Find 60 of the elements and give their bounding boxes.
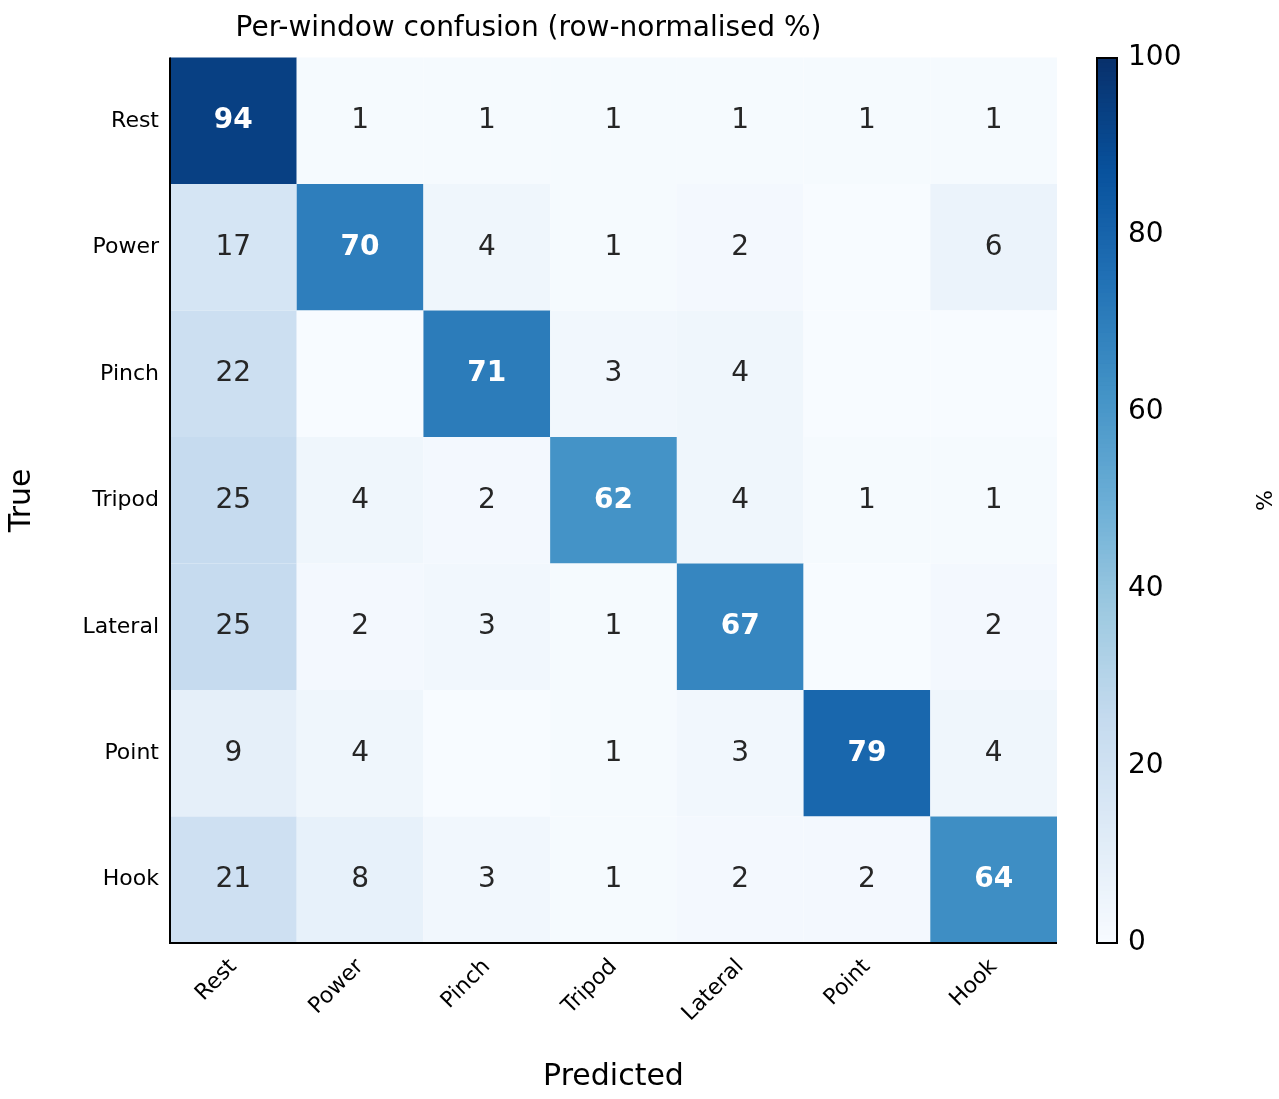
data-label: 1 bbox=[604, 228, 623, 262]
data-label: 1 bbox=[984, 102, 1003, 136]
data-label: 3 bbox=[604, 355, 623, 389]
color-bar-label: 80 bbox=[1128, 216, 1164, 250]
color-bar-label: 0 bbox=[1128, 924, 1146, 958]
color-bar-label: 20 bbox=[1128, 747, 1164, 781]
color-bar-label: 40 bbox=[1128, 570, 1164, 604]
chart-title: Per-window confusion (row-normalised %) bbox=[235, 10, 822, 44]
data-label: 4 bbox=[351, 481, 369, 515]
data-label: 25 bbox=[215, 608, 252, 642]
data-label: 64 bbox=[974, 861, 1014, 895]
data-label: 1 bbox=[477, 102, 496, 136]
data-label: 2 bbox=[858, 861, 876, 895]
data-label: 8 bbox=[351, 861, 369, 895]
data-label: 9 bbox=[224, 734, 243, 768]
data-label: 1 bbox=[858, 102, 876, 136]
y-tick-label: Hook bbox=[102, 865, 160, 891]
x-axis-title: Predicted bbox=[543, 1056, 684, 1092]
data-label: 1 bbox=[604, 861, 623, 895]
data-label: 6 bbox=[984, 228, 1003, 262]
color-bar-label: 60 bbox=[1128, 393, 1164, 427]
y-axis-title: True bbox=[1, 468, 37, 534]
color-bar-label: 100 bbox=[1128, 39, 1182, 73]
data-label: 1 bbox=[731, 102, 750, 136]
data-label: 2 bbox=[731, 228, 750, 262]
data-label: 2 bbox=[477, 481, 496, 515]
data-label: 2 bbox=[351, 608, 369, 642]
data-label: 22 bbox=[215, 355, 252, 389]
data-label: 67 bbox=[720, 608, 760, 642]
y-tick-label: Point bbox=[104, 738, 160, 764]
data-label: 1 bbox=[604, 608, 623, 642]
y-tick-label: Rest bbox=[111, 106, 160, 132]
data-label: 1 bbox=[984, 481, 1003, 515]
data-label: 1 bbox=[858, 481, 876, 515]
data-label: 3 bbox=[731, 734, 750, 768]
data-label: 94 bbox=[213, 102, 253, 136]
color-bar-title: % bbox=[1251, 490, 1277, 511]
data-label: 62 bbox=[594, 481, 633, 515]
y-tick-label: Pinch bbox=[100, 359, 159, 385]
data-label: 70 bbox=[340, 228, 380, 262]
data-label: 17 bbox=[215, 228, 252, 262]
data-label: 1 bbox=[351, 102, 369, 136]
data-label: 1 bbox=[604, 102, 623, 136]
y-tick-label: Tripod bbox=[91, 486, 159, 512]
data-label: 3 bbox=[477, 861, 496, 895]
data-label: 25 bbox=[215, 481, 252, 515]
data-label: 4 bbox=[731, 481, 750, 515]
data-label: 79 bbox=[847, 734, 887, 768]
data-label: 21 bbox=[215, 861, 252, 895]
data-label: 1 bbox=[604, 734, 623, 768]
data-label: 4 bbox=[477, 228, 496, 262]
data-label: 2 bbox=[984, 608, 1003, 642]
data-label: 3 bbox=[477, 608, 496, 642]
data-label: 2 bbox=[731, 861, 750, 895]
y-tick-label: Power bbox=[92, 233, 160, 259]
y-tick-label: Lateral bbox=[82, 612, 159, 638]
data-label: 71 bbox=[467, 355, 507, 389]
data-label: 4 bbox=[731, 355, 750, 389]
data-label: 4 bbox=[984, 734, 1003, 768]
data-label: 4 bbox=[351, 734, 369, 768]
